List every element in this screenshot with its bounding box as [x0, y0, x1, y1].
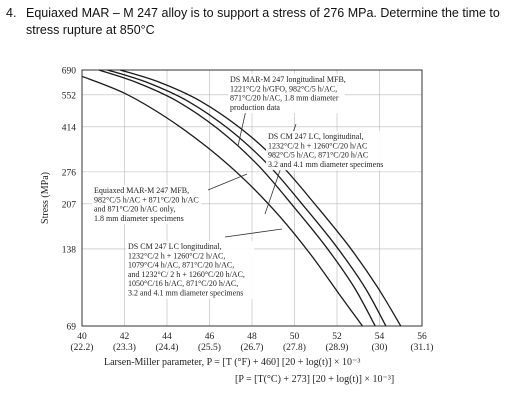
annotation-backdrop [126, 241, 255, 299]
x-tick-label-celsius: (22.2) [71, 342, 94, 353]
annotation-backdrop [92, 185, 202, 225]
question-number: 4. [6, 6, 17, 20]
x-tick-label: 48 [247, 332, 257, 342]
annotation-1: DS MAR-M 247 longitudinal MFB,1221°C/2 h… [228, 74, 346, 114]
annotation-text: 3.2 and 4.1 mm diameter specimens [128, 289, 243, 298]
x-tick-label: 56 [417, 332, 427, 342]
question-line-2: stress rupture at 850°C [26, 23, 155, 37]
y-tick-label: 276 [62, 168, 77, 178]
series-line-1 [98, 69, 376, 327]
y-tick-label: 69 [67, 323, 77, 333]
x-tick-label-celsius: (27.8) [283, 342, 306, 353]
annotations: DS MAR-M 247 longitudinal MFB,1221°C/2 h… [92, 74, 395, 299]
x-tick-label: 54 [375, 332, 385, 342]
annotation-text: 1.8 mm diameter specimens [94, 214, 184, 223]
y-tick-label: 207 [62, 200, 77, 210]
annotation-leader [224, 228, 283, 238]
x-tick-label-celsius: (24.4) [156, 342, 179, 353]
annotation-text: 1050°C/16 h/AC, 871°C/20 h/AC, [128, 279, 238, 288]
x-tick-label: 44 [162, 332, 172, 342]
annotation-text: 1232°C/2 h + 1260°C/20 h/AC [268, 141, 367, 150]
annotation-3: Equiaxed MAR-M 247 MFB,982°C/5 h/AC + 87… [92, 185, 202, 225]
annotation-text: production data [230, 103, 280, 112]
annotation-backdrop [266, 131, 395, 171]
x-tick-label-celsius: (26.7) [241, 342, 264, 353]
y-tick-label: 690 [62, 67, 77, 77]
annotation-text: DS CM 247 LC, longitudinal, [268, 132, 364, 141]
annotation-text: 3.2 and 4.1 mm diameter specimens [268, 160, 383, 169]
x-tick-label: 42 [120, 332, 130, 342]
x-tick-label-celsius: (23.3) [113, 342, 136, 353]
annotation-2: DS CM 247 LC, longitudinal,1232°C/2 h + … [266, 131, 395, 171]
annotation-text: Equiaxed MAR-M 247 MFB, [94, 186, 189, 195]
y-tick-label: 552 [62, 91, 77, 101]
x-tick-label: 46 [205, 332, 215, 342]
annotation-text: DS MAR-M 247 longitudinal MFB, [230, 75, 346, 84]
annotation-backdrop [228, 74, 345, 114]
x-axis-label-celsius: [P = [T(°C) + 273] [20 + log(t)] × 10⁻³] [235, 374, 394, 385]
annotation-text: DS CM 247 LC longitudinal, [128, 242, 222, 251]
question-text: 4. Equiaxed MAR – M 247 alloy is to suppo… [6, 5, 521, 39]
x-tick-label-celsius: (25.5) [198, 342, 221, 353]
x-tick-label-celsius: (31.1) [411, 342, 434, 353]
annotation-text: 1221°C/2 h/GFO, 982°C/5 h/AC, [230, 84, 337, 93]
annotation-text: 1232°C/2 h + 1260°C/2 h/AC, [128, 251, 225, 260]
annotation-text: 982°C/5 h/AC + 871°C/20 h/AC [94, 195, 199, 204]
annotation-text: and 871°C/20 h/AC only, [94, 205, 175, 214]
annotation-text: and 1232°C/ 2 h + 1260°C/20 h/AC, [128, 270, 245, 279]
question-line-1: Equiaxed MAR – M 247 alloy is to support… [26, 6, 500, 20]
y-axis-label: Stress (MPa) [40, 172, 51, 224]
annotation-text: 1079°C/4 h/AC, 871°C/20 h/AC, [128, 261, 234, 270]
y-tick-label: 414 [62, 123, 77, 133]
plot-frame [81, 69, 423, 327]
y-tick-label: 138 [62, 245, 77, 255]
x-tick-label: 50 [290, 332, 300, 342]
y-tick-labels: 690 552 414 276 207 138 69 [62, 67, 77, 333]
annotation-text: 871°C/20 h/AC, 1.8 mm diameter [230, 94, 339, 103]
x-tick-label-celsius: (30) [372, 342, 388, 353]
annotation-text: 982°C/5 h/AC, 871°C/20 h/AC [268, 151, 368, 160]
x-tick-label: 52 [332, 332, 342, 342]
series-line-4 [81, 75, 364, 327]
x-tick-label-celsius: (28.9) [326, 342, 349, 353]
x-tick-labels: 40(22.2) 42(23.3) 44(24.4) 46(25.5) 48(26.7)… [71, 332, 434, 353]
x-axis-label: Larsen-Miller parameter, P = [T (°F) + 4… [104, 357, 360, 368]
annotation-4: DS CM 247 LC longitudinal,1232°C/2 h + 1… [126, 241, 255, 299]
x-tick-label: 40 [77, 332, 87, 342]
annotation-leader [207, 173, 248, 191]
